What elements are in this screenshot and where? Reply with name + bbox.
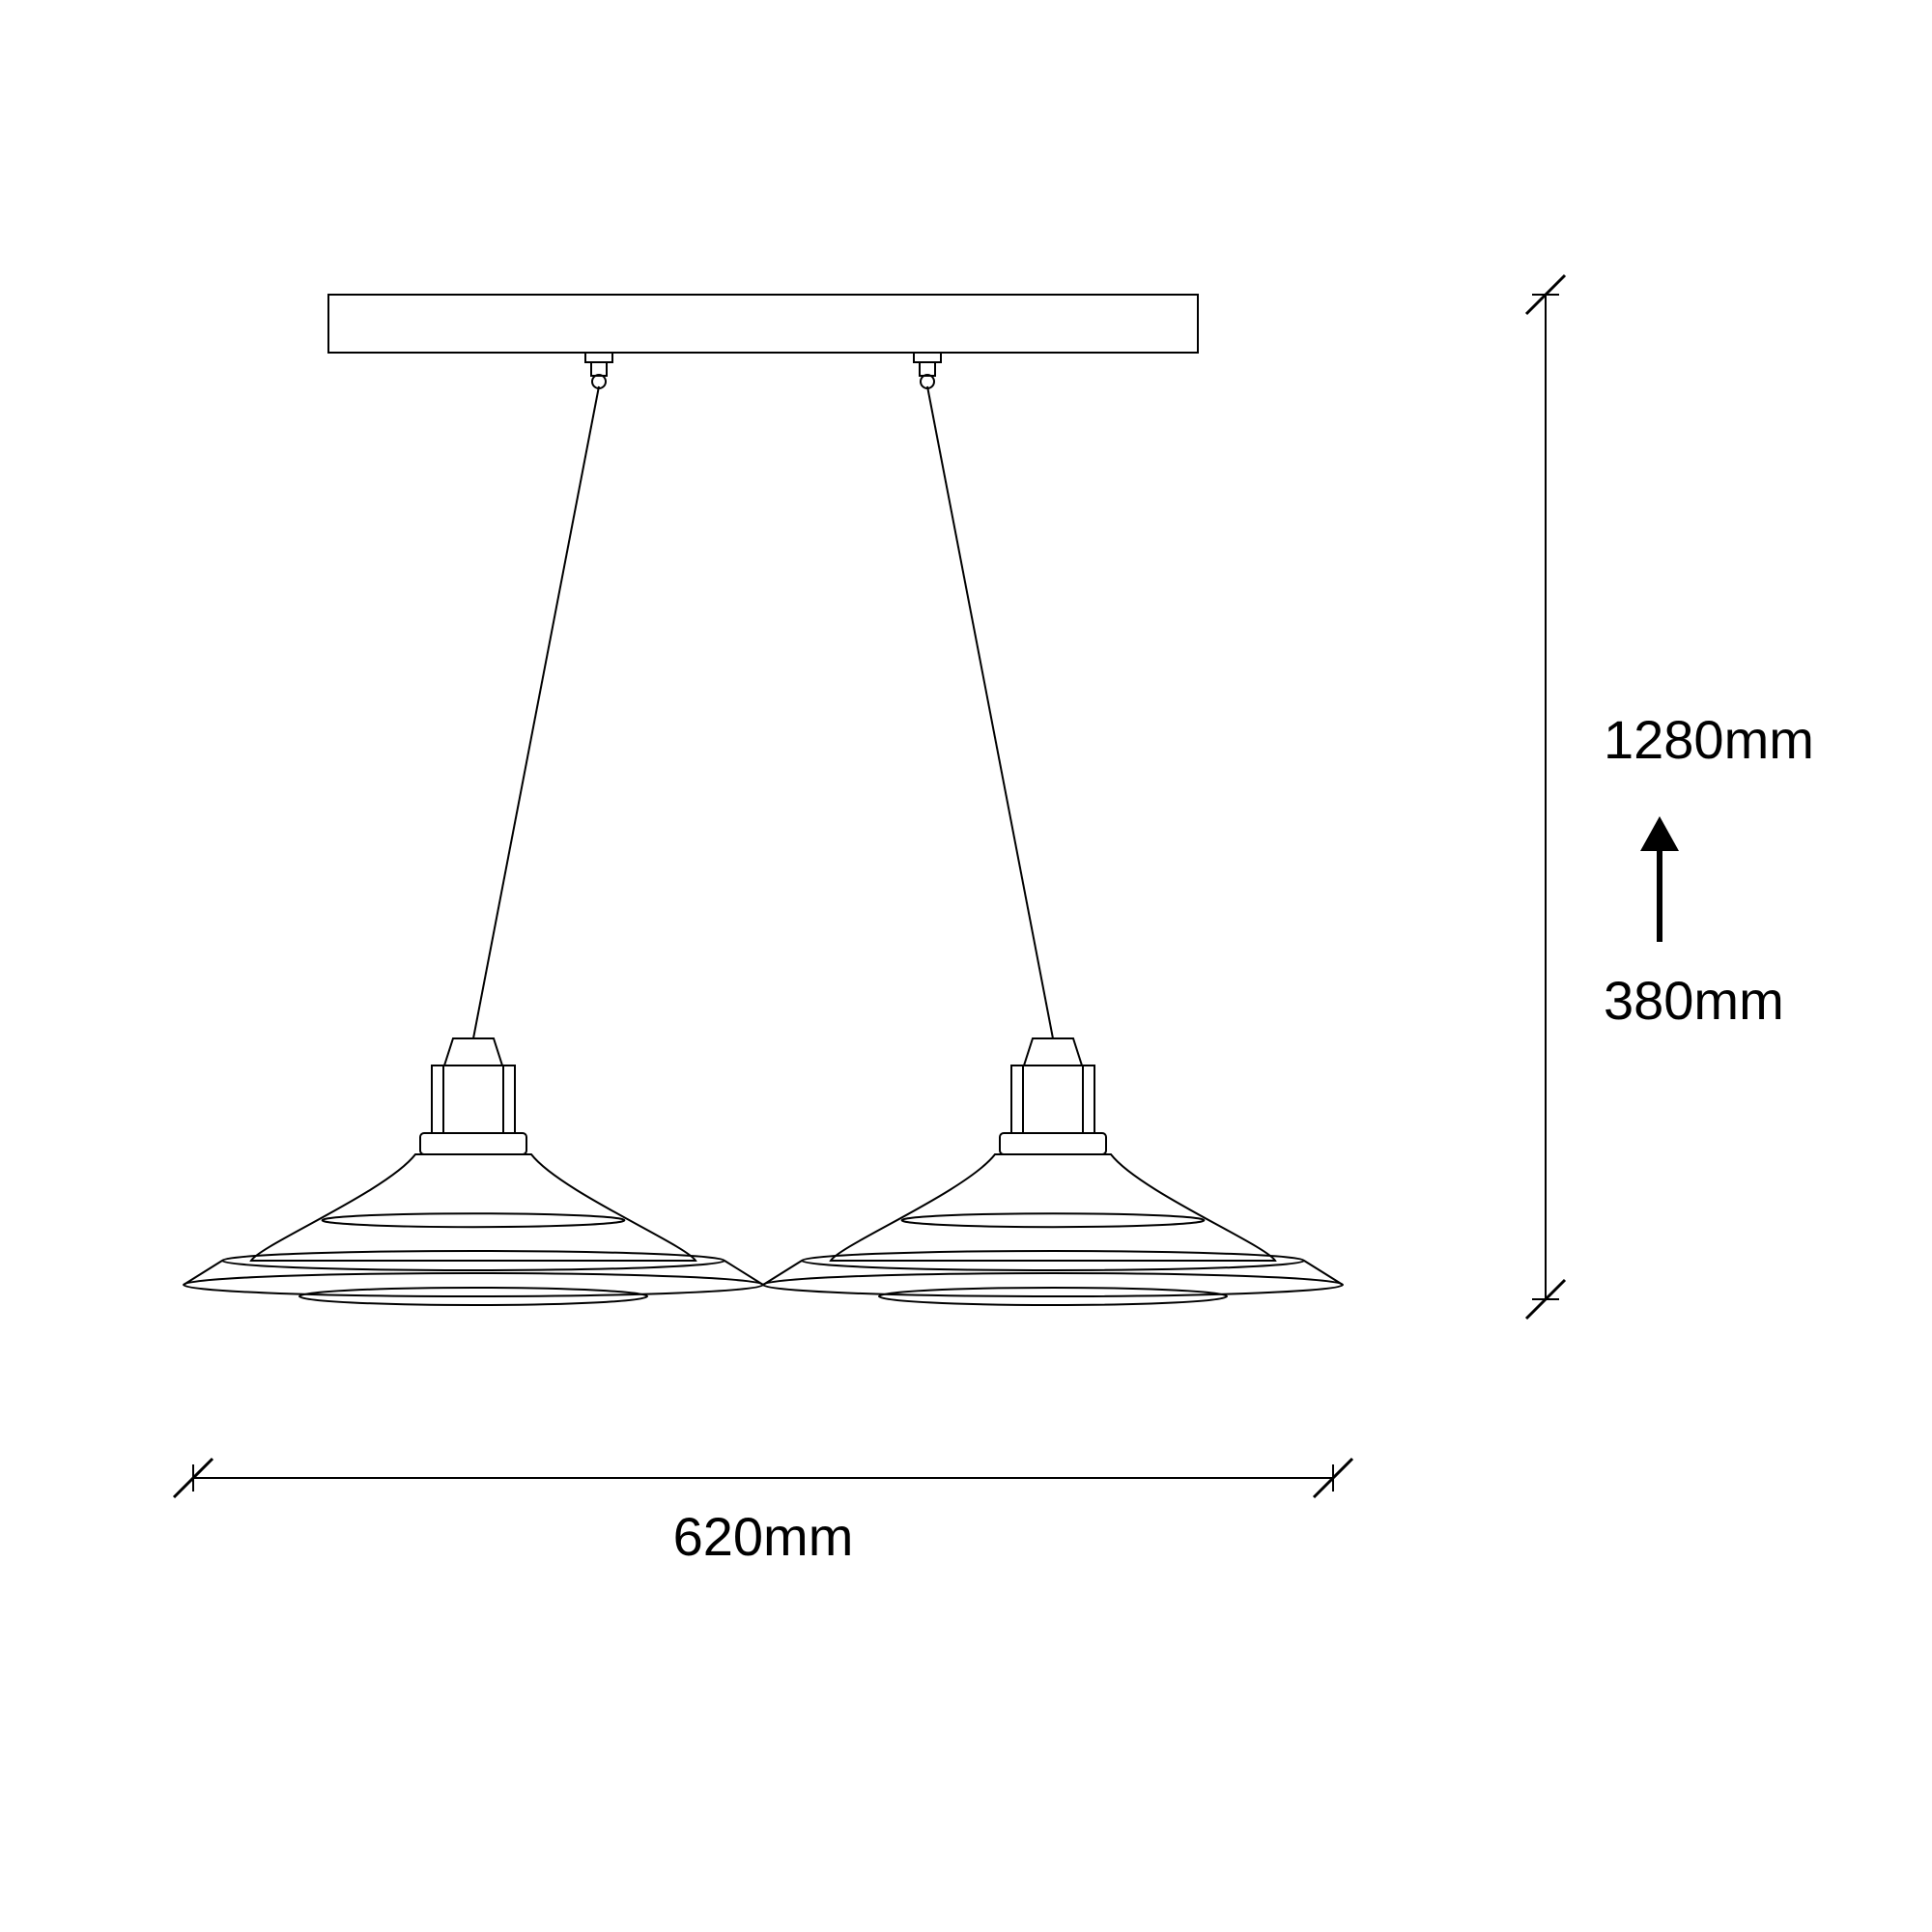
- height-dimension: 1280mm 380mm: [1526, 275, 1814, 1319]
- up-arrow-icon: [1640, 816, 1679, 942]
- height-dimension-min-label: 380mm: [1604, 970, 1784, 1031]
- pendant-cords: [473, 386, 1053, 1038]
- pendant-shades: [184, 1038, 1343, 1305]
- pendant-lamp-dimension-diagram: 620mm 1280mm 380mm: [0, 0, 1932, 1932]
- width-dimension-label: 620mm: [673, 1506, 854, 1567]
- height-dimension-max-label: 1280mm: [1604, 709, 1814, 770]
- ceiling-plate: [328, 295, 1198, 388]
- lamp-shade: [763, 1038, 1343, 1305]
- lamp-shade: [184, 1038, 763, 1305]
- width-dimension: 620mm: [174, 1459, 1352, 1567]
